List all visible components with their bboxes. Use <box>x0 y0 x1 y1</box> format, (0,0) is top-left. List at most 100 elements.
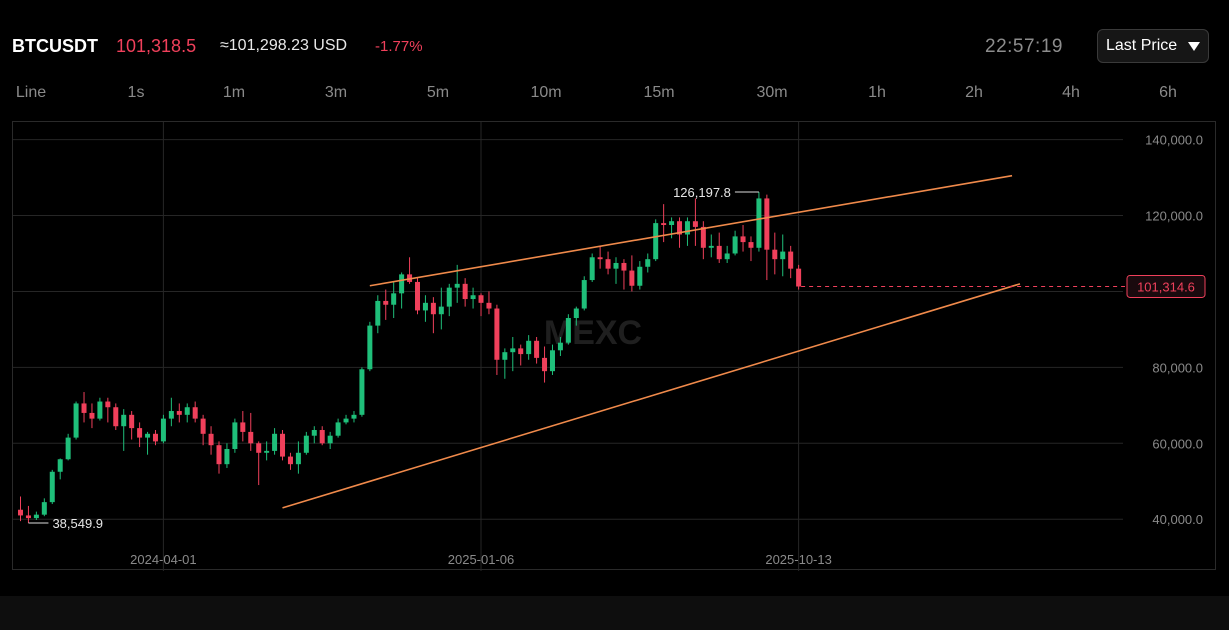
y-tick-label: 80,000.0 <box>1152 360 1203 375</box>
candle-body <box>677 221 683 235</box>
interval-2h[interactable]: 2h <box>965 84 983 101</box>
candle-body <box>224 448 230 465</box>
candle-body <box>129 414 135 429</box>
last-price: 101,318.5 <box>116 36 197 56</box>
interval-1m[interactable]: 1m <box>222 84 246 101</box>
y-axis: 140,000.0 120,000.0 80,000.0 60,000.0 40,000… <box>1145 133 1203 528</box>
candle-body <box>287 456 293 465</box>
candle-body <box>486 302 492 309</box>
candle-body <box>772 249 778 260</box>
candle-body <box>684 221 690 235</box>
candle-body <box>502 352 508 360</box>
candle-body <box>534 340 540 358</box>
candle-body <box>319 430 325 444</box>
candle-body <box>565 318 571 343</box>
high-price-label: 126,197.8 <box>673 185 731 200</box>
candle-body <box>605 259 611 269</box>
trendline <box>282 283 1021 509</box>
candle-body <box>692 221 698 227</box>
candle-body <box>264 450 270 453</box>
candle-body <box>105 401 111 408</box>
candle-body <box>391 293 397 305</box>
candle-body <box>192 407 198 419</box>
interval-6h[interactable]: 6h <box>1159 84 1177 101</box>
candle-body <box>367 325 373 370</box>
interval-10m[interactable]: 10m <box>530 84 562 101</box>
candle-body <box>629 270 635 286</box>
interval-1s[interactable]: 1s <box>127 84 145 101</box>
candle-body <box>33 514 39 519</box>
candle-body <box>740 236 746 243</box>
candle-body <box>65 437 71 460</box>
candle-body <box>248 431 254 444</box>
footer-bar <box>0 596 1229 630</box>
interval-line[interactable]: Line <box>15 84 47 101</box>
candle-body <box>327 435 333 444</box>
candle-body <box>494 308 500 360</box>
candle-body <box>653 223 659 260</box>
candle-body <box>669 221 675 226</box>
interval-4h[interactable]: 4h <box>1062 84 1080 101</box>
candle-body <box>613 262 619 269</box>
price-type-label: Last Price <box>1106 37 1178 54</box>
candle-body <box>597 257 603 260</box>
candle-body <box>637 266 643 286</box>
interval-15m[interactable]: 15m <box>643 84 675 101</box>
candle-body <box>764 198 770 250</box>
interval-30m[interactable]: 30m <box>756 84 788 101</box>
candle-body <box>295 452 301 465</box>
candle-body <box>788 251 794 269</box>
price-change: -1.77% <box>375 38 423 55</box>
candle-body <box>359 369 365 415</box>
price-type-dropdown[interactable]: Last Price <box>1097 29 1209 63</box>
candle-body <box>343 418 349 423</box>
candle-body <box>454 283 460 288</box>
candle-body <box>549 350 555 372</box>
candle-body <box>335 422 341 436</box>
interval-1h[interactable]: 1h <box>868 84 886 101</box>
candle-body <box>581 280 587 309</box>
candle-body <box>160 418 166 442</box>
candle-body <box>661 223 667 226</box>
x-tick-label: 2024-04-01 <box>130 552 197 567</box>
candle-body <box>724 253 730 260</box>
candle-body <box>113 407 119 427</box>
candle-body <box>49 471 55 503</box>
symbol-name[interactable]: BTCUSDT <box>12 36 98 56</box>
candle-body <box>589 257 595 281</box>
x-tick-label: 2025-01-06 <box>448 552 515 567</box>
clock: 22:57:19 <box>985 36 1063 57</box>
candle-body <box>57 459 63 472</box>
candlestick-chart[interactable]: MEXC 140,000.0120,000.080,000.060,000.04… <box>13 122 1217 571</box>
candle-body <box>716 245 722 260</box>
candle-body <box>518 348 524 355</box>
candle-body <box>41 502 47 515</box>
caret-down-icon <box>1188 42 1200 51</box>
candle-body <box>184 407 190 415</box>
candle-body <box>168 411 174 419</box>
candle-body <box>97 401 103 419</box>
y-tick-label: 140,000.0 <box>1145 133 1203 148</box>
candle-body <box>121 414 127 427</box>
candle-body <box>732 236 738 254</box>
candle-body <box>208 433 214 446</box>
candle-body <box>708 245 714 248</box>
candle-body <box>240 422 246 432</box>
interval-3m[interactable]: 3m <box>324 84 348 101</box>
candle-body <box>383 300 389 305</box>
candle-body <box>510 348 516 353</box>
candle-body <box>748 242 754 248</box>
trendline <box>369 174 1013 287</box>
candle-body <box>415 281 420 311</box>
x-axis: 2024-04-01 2025-01-06 2025-10-13 <box>130 552 832 567</box>
candle-body <box>89 412 95 419</box>
candle-body <box>145 433 151 438</box>
candle-body <box>542 357 548 372</box>
y-tick-label: 60,000.0 <box>1152 436 1203 451</box>
interval-5m[interactable]: 5m <box>426 84 450 101</box>
chart-area[interactable]: MEXC 140,000.0 120,000.0 80,000.0 60,000.0 4… <box>12 121 1217 571</box>
candle-body <box>73 403 79 438</box>
candle-body <box>399 274 405 294</box>
usd-price: ≈101,298.23 USD <box>220 37 348 54</box>
candle-body <box>645 259 651 267</box>
